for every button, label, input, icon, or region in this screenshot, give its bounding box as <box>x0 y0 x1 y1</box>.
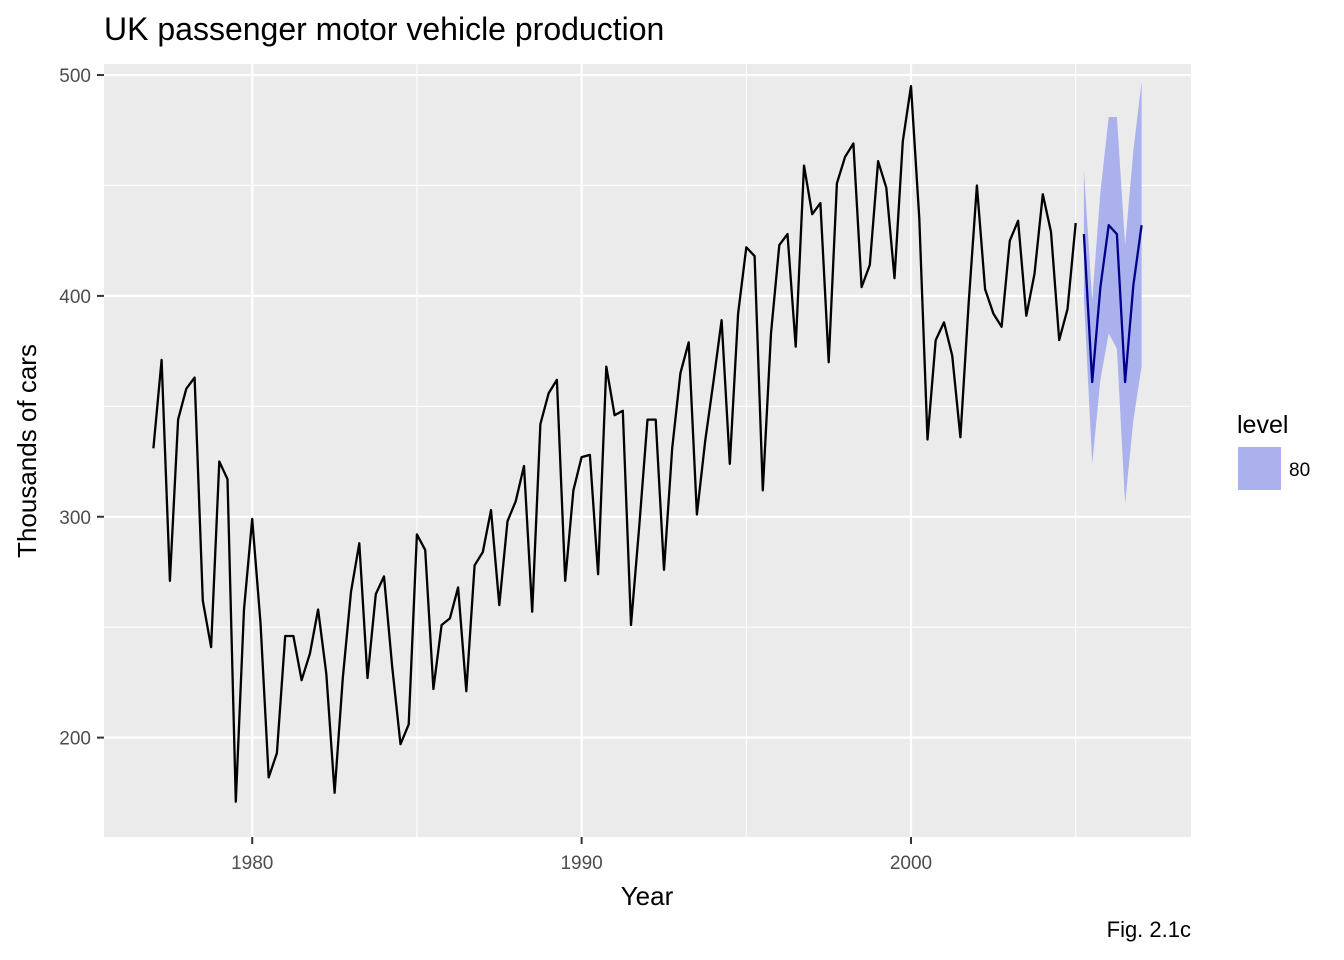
series-line-observed <box>152 84 1077 803</box>
x-tick-label: 1990 <box>560 853 602 874</box>
series-line-forecast <box>1082 224 1143 384</box>
grid-minor <box>104 64 1191 837</box>
grid-major <box>104 64 1191 837</box>
x-axis: 1980 1990 2000 <box>231 837 932 874</box>
y-tick-label: 500 <box>59 66 91 87</box>
series-lines <box>152 84 1143 803</box>
legend-label-80: 80 <box>1289 460 1310 481</box>
y-tick-label: 200 <box>59 729 91 750</box>
x-axis-title: Year <box>621 881 674 911</box>
x-tick-label: 1980 <box>231 853 273 874</box>
chart-title: UK passenger motor vehicle production <box>104 11 664 47</box>
y-axis: 200 300 400 500 <box>59 66 104 750</box>
interval-80-band <box>1083 81 1142 504</box>
legend: level 80 <box>1237 411 1310 490</box>
y-axis-title: Thousands of cars <box>12 344 42 558</box>
x-tick-label: 2000 <box>890 853 932 874</box>
y-tick-label: 300 <box>59 508 91 529</box>
legend-title: level <box>1237 411 1288 439</box>
plot-panel <box>104 64 1191 837</box>
y-tick-label: 400 <box>59 287 91 308</box>
caption: Fig. 2.1c <box>1107 917 1191 942</box>
legend-key-80 <box>1238 447 1281 490</box>
prediction-interval-band <box>1083 81 1142 504</box>
